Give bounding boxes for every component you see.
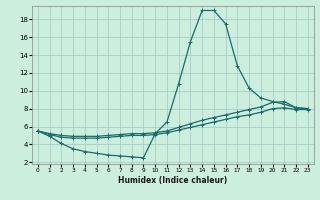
X-axis label: Humidex (Indice chaleur): Humidex (Indice chaleur): [118, 176, 228, 185]
